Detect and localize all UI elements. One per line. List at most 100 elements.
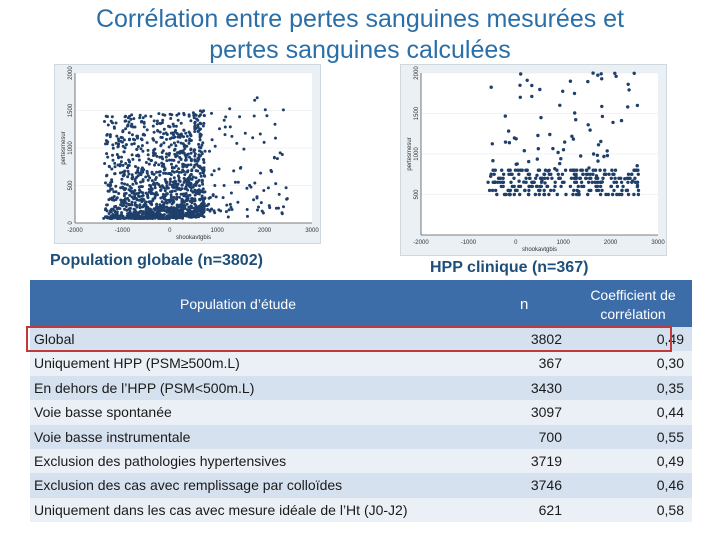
scatter-point <box>191 175 195 179</box>
scatter-point <box>113 165 117 169</box>
scatter-point <box>123 188 127 192</box>
scatter-point <box>503 114 507 118</box>
correlation-table: Population d’étude n Coefficient de corr… <box>30 280 692 523</box>
scatter-point <box>153 196 157 200</box>
scatter-point <box>501 180 506 184</box>
scatter-point <box>181 168 185 172</box>
scatter-point <box>238 115 242 119</box>
scatter-point <box>127 203 131 207</box>
scatter-point <box>177 178 181 182</box>
scatter-point <box>149 114 153 118</box>
scatter-point <box>202 168 206 172</box>
scatter-point <box>165 210 169 214</box>
scatter-point <box>117 143 120 146</box>
title-line-2: pertes sanguines calculées <box>209 36 511 64</box>
scatter-point <box>145 210 149 214</box>
scatter-point <box>496 180 500 184</box>
scatter-point <box>176 118 180 122</box>
scatter-point <box>173 135 177 139</box>
scatter-point <box>201 204 205 207</box>
scatter-point <box>586 180 591 184</box>
scatter-point <box>108 135 112 139</box>
scatter-point <box>120 211 124 215</box>
scatter-point <box>281 108 285 112</box>
scatter-point <box>253 181 257 185</box>
scatter-point <box>162 213 166 217</box>
y-axis-label: pertesmesur <box>61 131 67 164</box>
scatter-point <box>178 212 182 216</box>
scatter-point <box>108 165 111 169</box>
scatter-point <box>634 168 638 172</box>
scatter-point <box>132 142 136 146</box>
scatter-point <box>122 170 126 174</box>
scatter-point <box>591 168 595 172</box>
scatter-point <box>611 120 615 125</box>
scatter-point <box>146 174 150 178</box>
scatter-point <box>164 155 168 159</box>
scatter-point <box>613 176 617 180</box>
scatter-point <box>200 197 204 200</box>
scatter-point <box>199 154 202 158</box>
scatter-point <box>210 173 214 177</box>
scatter-point <box>140 138 144 142</box>
scatter-point <box>604 192 608 197</box>
scatter-point <box>285 197 289 201</box>
scatter-point <box>157 112 161 116</box>
table-row: Uniquement dans les cas avec mesure idéa… <box>30 497 692 523</box>
row-coef: 0,30 <box>656 355 684 372</box>
scatter-point <box>562 180 566 184</box>
scatter-point <box>524 176 528 180</box>
scatter-point <box>222 184 226 187</box>
scatter-point <box>503 140 508 144</box>
scatter-point <box>168 137 172 141</box>
scatter-point <box>605 153 610 158</box>
scatter-point <box>574 176 578 180</box>
scatter-point <box>198 197 202 201</box>
scatter-point <box>180 183 184 187</box>
scatter-point <box>122 174 125 178</box>
scatter-point <box>584 176 588 180</box>
scatter-point <box>235 141 239 145</box>
table-row: Global 3802 0,49 <box>30 327 692 352</box>
scatter-point <box>563 168 568 172</box>
scatter-point <box>105 133 109 136</box>
scatter-point <box>619 118 624 123</box>
scatter-point <box>548 132 552 137</box>
scatter-point <box>137 158 141 162</box>
scatter-point <box>122 138 126 142</box>
table-row: Voie basse spontanée 3097 0,44 <box>30 400 692 425</box>
scatter-point <box>130 153 134 157</box>
scatter-point <box>573 180 577 184</box>
scatter-point <box>158 203 162 207</box>
scatter-point <box>196 180 200 184</box>
scatter-point <box>169 215 173 219</box>
scatter-point <box>274 136 277 140</box>
scatter-point <box>171 131 175 135</box>
scatter-point <box>178 195 181 199</box>
scatter-point <box>253 98 257 102</box>
scatter-point <box>120 181 124 185</box>
scatter-point <box>280 212 284 216</box>
scatter-point <box>202 166 206 170</box>
scatter-point <box>596 176 600 180</box>
scatter-point <box>134 165 137 168</box>
scatter-point <box>120 140 124 144</box>
scatter-point <box>275 157 279 161</box>
scatter-point <box>159 144 163 148</box>
scatter-point <box>186 214 190 218</box>
scatter-point <box>169 173 173 177</box>
scatter-point <box>107 189 111 193</box>
y-tick-label: 500 <box>414 189 420 200</box>
scatter-point <box>602 154 606 159</box>
scatter-point <box>139 180 143 184</box>
scatter-point <box>141 116 145 120</box>
scatter-point <box>160 121 164 125</box>
scatter-point <box>579 180 584 184</box>
scatter-point <box>138 206 142 210</box>
scatter-point <box>626 192 631 197</box>
scatter-point <box>141 149 145 153</box>
row-coef: 0,58 <box>656 501 684 518</box>
scatter-point <box>165 159 169 163</box>
scatter-point <box>196 125 200 129</box>
scatter-point <box>116 145 120 149</box>
